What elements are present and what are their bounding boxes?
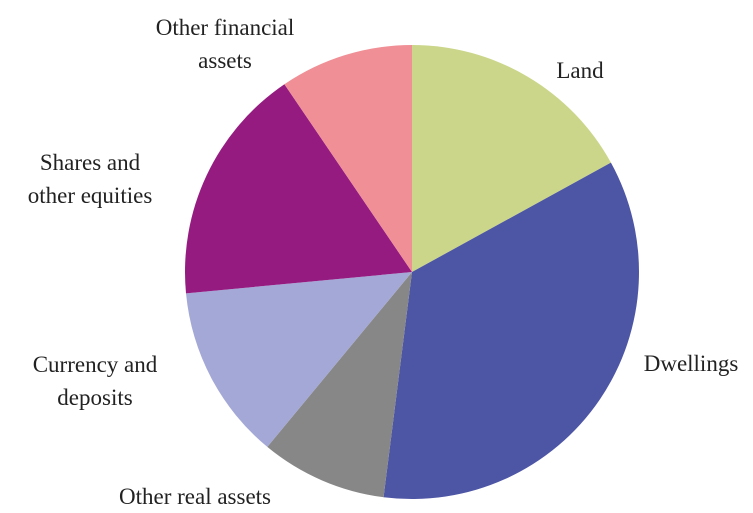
slice-label: Other real assets [119, 484, 271, 509]
slice-label: Other financial assets [155, 15, 295, 73]
pie-slice [267, 272, 412, 498]
pie-slice [412, 45, 611, 272]
slice-label: Land [556, 58, 604, 83]
slice-label: Shares and other equities [27, 150, 153, 208]
pie-slice [186, 272, 412, 447]
slice-label: Currency and deposits [32, 352, 158, 410]
pie-slice [383, 162, 639, 500]
slice-label: Dwellings [643, 351, 739, 376]
pie-slice [284, 45, 412, 272]
pie-slice [184, 84, 412, 294]
